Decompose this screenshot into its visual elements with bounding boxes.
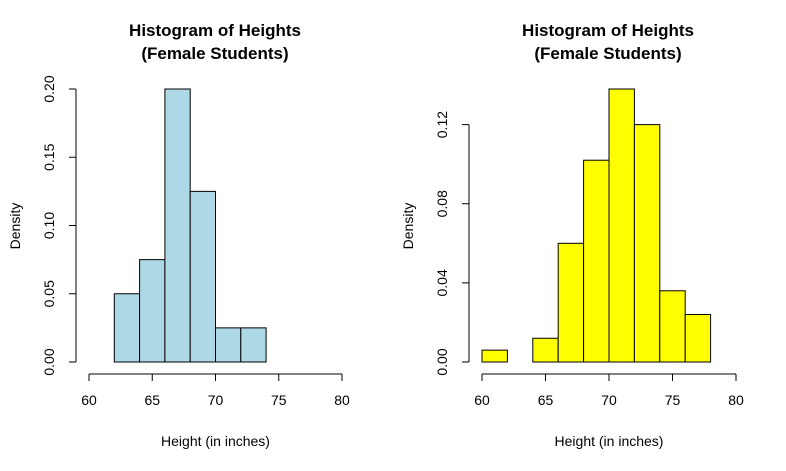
x-tick-label: 65 [538,392,554,408]
chart-title-line-2: (Female Students) [534,44,681,63]
histogram-bar [608,88,635,363]
x-axis: 60 65 70 75 80 [474,373,744,408]
histogram-bar [139,259,166,363]
y-tick-label: 0.04 [434,269,450,296]
histogram-bar [481,349,508,363]
histogram-bar [215,327,242,363]
x-tick-label: 75 [271,392,287,408]
histogram-bar [532,337,559,363]
y-tick-label: 0.10 [41,212,57,239]
x-tick-label: 65 [144,392,160,408]
x-tick-label: 70 [601,392,617,408]
histogram-bar [684,314,712,363]
x-tick-label: 80 [334,392,350,408]
y-axis-title: Density [400,203,416,250]
x-tick-label: 75 [665,392,681,408]
chart-title-line-1: Histogram of Heights [129,21,301,40]
x-tick-label: 60 [81,392,97,408]
x-tick-label: 80 [728,392,744,408]
histogram-bar [240,327,267,363]
chart-title-line-1: Histogram of Heights [522,21,694,40]
histogram-bar [557,242,585,363]
chart-title-line-2: (Female Students) [141,44,288,63]
histogram-bar [164,88,191,363]
y-tick-label: 0.00 [41,348,57,375]
x-axis-title: Height (in inches) [161,433,270,449]
histogram-panel-2: Histogram of Heights(Female Students)60 6… [400,21,744,449]
y-axis-title: Density [7,203,23,250]
x-tick-label: 70 [208,392,224,408]
x-tick-label: 60 [474,392,490,408]
y-tick-label: 0.20 [41,75,57,102]
x-axis-title: Height (in inches) [555,433,664,449]
y-axis: 0.00 0.04 0.08 0.12 [434,111,470,376]
y-tick-label: 0.08 [434,190,450,217]
y-tick-label: 0.12 [434,111,450,138]
histogram-bar [659,290,686,363]
y-tick-label: 0.05 [41,280,57,307]
y-tick-label: 0.00 [434,348,450,375]
y-axis: 0.00 0.05 0.10 0.15 0.20 [41,75,77,376]
histogram-bar [113,293,141,363]
histogram-bar [633,124,661,363]
histogram-bar [583,159,610,363]
histogram-bar [189,190,216,363]
histogram-panel-1: Histogram of Heights(Female Students)60 6… [7,21,350,449]
y-tick-label: 0.15 [41,143,57,170]
x-axis: 60 65 70 75 80 [81,373,350,408]
